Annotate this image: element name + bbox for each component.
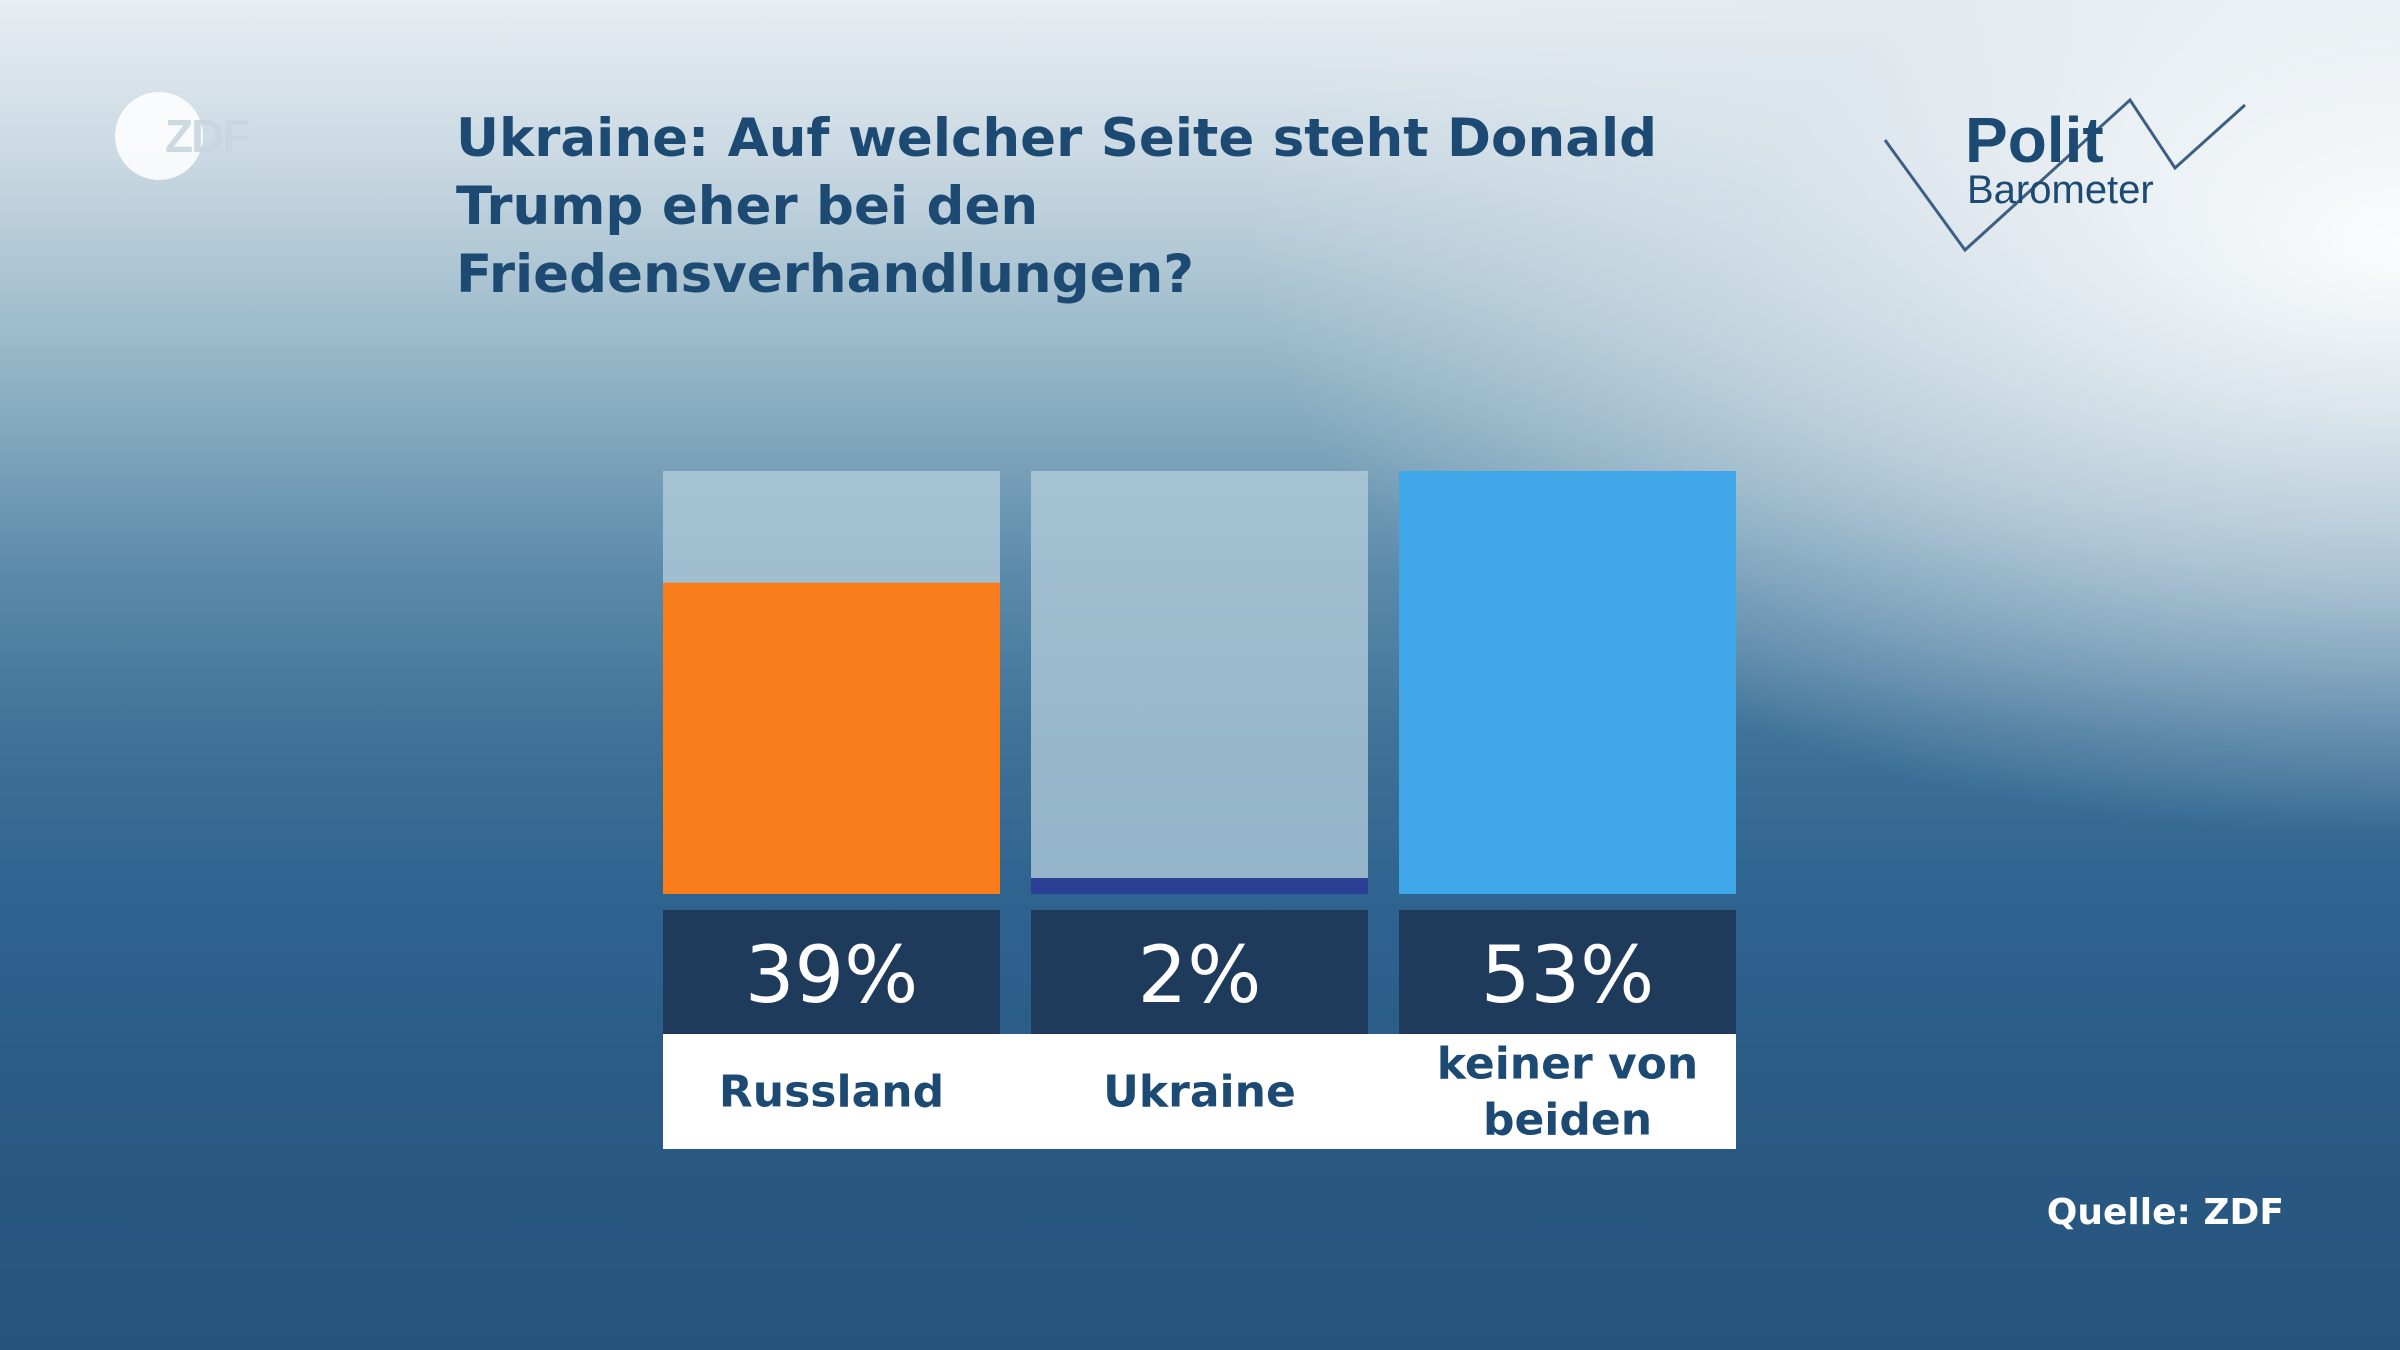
category-label: keiner von beiden (1437, 1039, 1698, 1146)
zdf-logo: ZDF (113, 90, 273, 182)
politbarometer-line2: Barometer (1967, 168, 2154, 212)
politbarometer-logo: Polit Barometer (1875, 95, 2255, 255)
bar-track (1031, 471, 1368, 894)
value-label: 2% (1138, 931, 1262, 1021)
category-label-strip (663, 1034, 1736, 1149)
value-label: 39% (745, 931, 918, 1021)
chart-title: Ukraine: Auf welcher Seite steht Donald … (456, 108, 1658, 305)
politbarometer-line1: Polit (1965, 104, 2104, 176)
value-label: 53% (1481, 931, 1654, 1021)
zdf-logo-text: ZDF (165, 110, 249, 162)
category-label: Russland (719, 1067, 944, 1118)
category-label: Ukraine (1103, 1067, 1296, 1118)
value-box (663, 910, 1000, 1034)
zdf-logo-mark: ZDF (115, 92, 251, 180)
politbarometer-zigzag-icon (1883, 97, 2247, 253)
bar-1 (663, 582, 1000, 894)
value-box (1031, 910, 1368, 1034)
bar-2 (1031, 878, 1368, 894)
bar-3 (1399, 471, 1736, 894)
source-note: Quelle: ZDF (2046, 1192, 2284, 1233)
value-box (1399, 910, 1736, 1034)
